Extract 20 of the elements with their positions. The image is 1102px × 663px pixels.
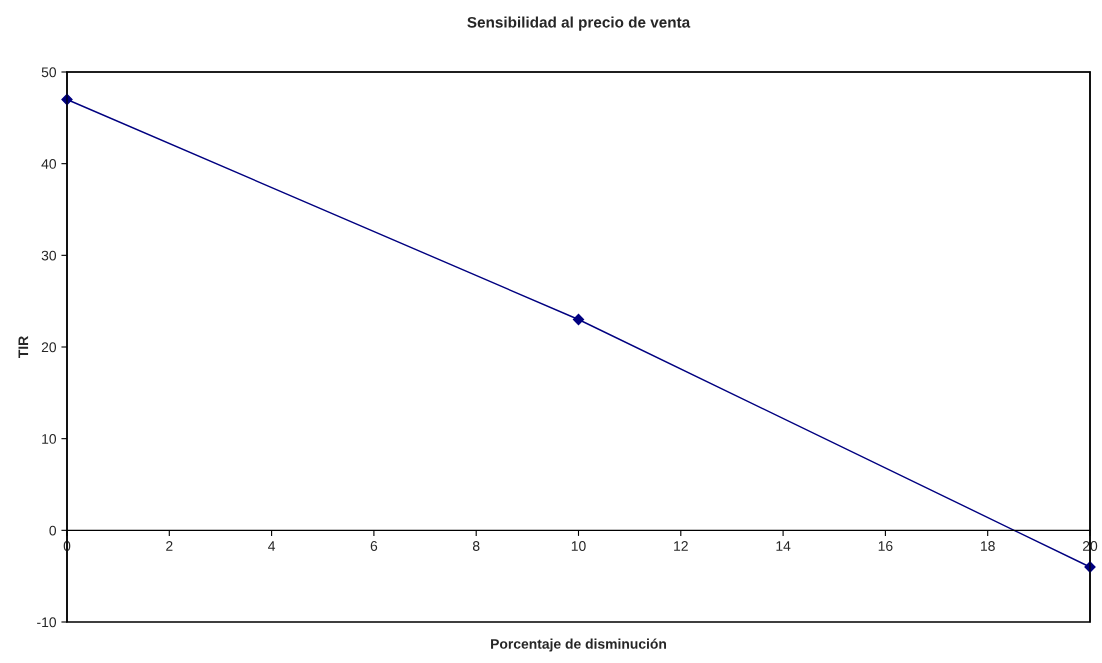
x-tick-label: 12	[674, 541, 688, 551]
y-tick-label: 30	[41, 250, 57, 261]
x-tick-label: 8	[472, 541, 480, 551]
x-tick-label: 4	[268, 541, 276, 551]
y-axis-title: TIR	[18, 336, 29, 359]
x-tick-label: 14	[776, 541, 791, 551]
x-axis-title: Porcentaje de disminución	[491, 638, 667, 652]
y-tick-label: 20	[41, 342, 57, 353]
x-tick-label: 18	[981, 541, 995, 551]
point	[572, 313, 585, 326]
y-tick-label: 50	[41, 67, 57, 78]
y-tick-label: -10	[37, 617, 57, 628]
x-tick-label: 2	[166, 541, 173, 551]
x-tick-label: 6	[370, 541, 378, 551]
y-tick-label: 40	[41, 159, 57, 169]
y-tick-label: 10	[42, 434, 57, 444]
y-tick-label: 0	[49, 525, 57, 536]
x-tick-label: 16	[878, 541, 893, 551]
x-tick-label: 10	[571, 541, 586, 551]
chart-title: Sensibilidad al precio de venta	[467, 16, 691, 31]
